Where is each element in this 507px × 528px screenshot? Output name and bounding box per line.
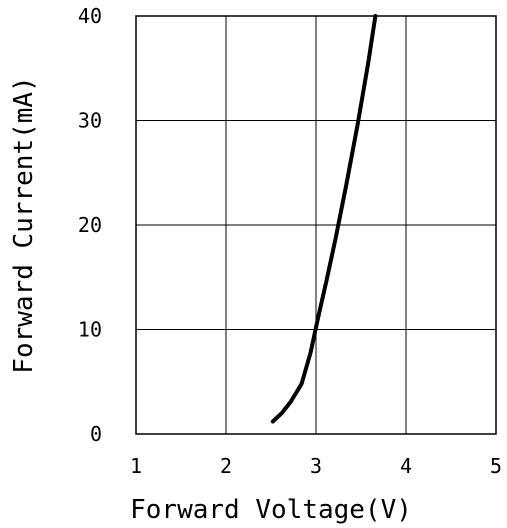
plot-frame [135, 15, 497, 435]
y-tick-labels: 0 10 20 30 40 [78, 4, 102, 446]
x-tick-label: 4 [400, 454, 412, 478]
x-tick-labels: 1 2 3 4 5 [130, 454, 502, 478]
x-tick-label: 3 [310, 454, 322, 478]
x-axis-label: Forward Voltage(V) [130, 495, 412, 525]
y-tick-label: 40 [78, 4, 102, 28]
data-series [270, 14, 378, 424]
x-tick-label: 2 [220, 454, 232, 478]
y-tick-label: 30 [78, 109, 102, 133]
x-tick-label: 1 [130, 454, 142, 478]
x-tick-label: 5 [490, 454, 502, 478]
y-tick-label: 0 [90, 422, 102, 446]
series-line [270, 14, 378, 424]
grid-lines [135, 15, 497, 435]
y-tick-label: 10 [78, 318, 102, 342]
y-axis-label: Forward Current(mA) [9, 76, 39, 373]
y-tick-label: 20 [78, 213, 102, 237]
